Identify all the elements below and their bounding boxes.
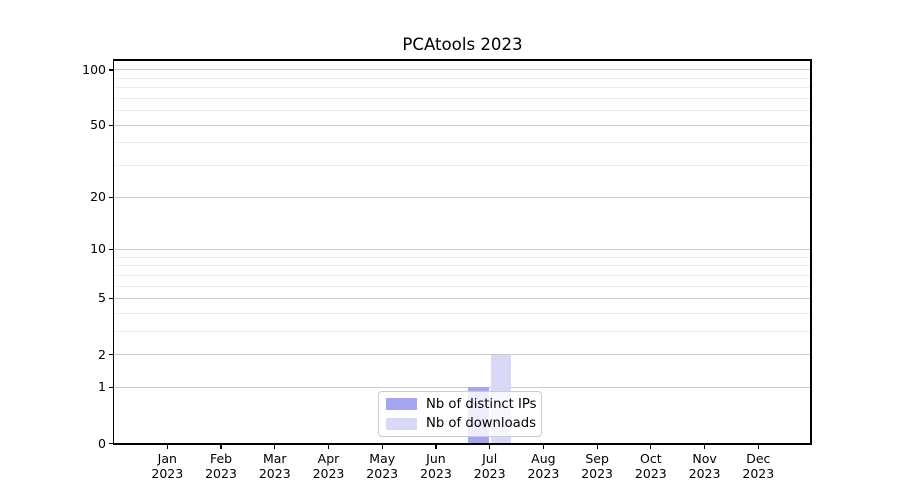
y-tick-mark-100 bbox=[108, 69, 114, 71]
y-tick-label-50: 50 bbox=[90, 117, 106, 133]
x-tick-label-may: May 2023 bbox=[366, 450, 399, 482]
minor-gridline-7 bbox=[114, 274, 811, 276]
minor-gridline-60 bbox=[114, 110, 811, 112]
legend-swatch-distinct-ips bbox=[386, 398, 417, 411]
y-tick-mark-0 bbox=[108, 442, 114, 445]
legend-swatch-downloads bbox=[386, 417, 417, 430]
legend-item-distinct-ips: Nb of distinct IPs bbox=[386, 396, 537, 413]
x-tick-label-nov: Nov 2023 bbox=[688, 450, 721, 482]
x-tick-mark-jan bbox=[166, 444, 168, 450]
legend-label-downloads: Nb of downloads bbox=[426, 416, 536, 432]
x-tick-mark-aug bbox=[542, 444, 544, 450]
x-tick-label-dec: Dec 2023 bbox=[742, 450, 775, 482]
x-tick-label-jul: Jul 2023 bbox=[473, 450, 506, 482]
y-tick-mark-50 bbox=[108, 124, 114, 126]
x-tick-mark-sep bbox=[596, 444, 598, 450]
legend: Nb of distinct IPs Nb of downloads bbox=[378, 391, 542, 437]
major-gridline-1 bbox=[114, 386, 811, 388]
x-tick-label-apr: Apr 2023 bbox=[312, 450, 345, 482]
y-tick-mark-20 bbox=[108, 196, 114, 198]
x-tick-mark-oct bbox=[650, 444, 652, 450]
x-tick-mark-jul bbox=[489, 444, 491, 450]
major-gridline-20 bbox=[114, 196, 811, 198]
y-tick-mark-2 bbox=[108, 353, 114, 356]
x-tick-mark-apr bbox=[327, 444, 330, 450]
x-tick-label-mar: Mar 2023 bbox=[258, 450, 291, 482]
major-gridline-50 bbox=[114, 124, 811, 126]
legend-item-downloads: Nb of downloads bbox=[386, 416, 536, 433]
major-gridline-10 bbox=[114, 248, 811, 250]
x-tick-label-aug: Aug 2023 bbox=[527, 450, 560, 482]
legend-label-distinct-ips: Nb of distinct IPs bbox=[426, 396, 537, 412]
y-tick-label-0: 0 bbox=[98, 435, 106, 451]
y-tick-mark-10 bbox=[108, 248, 114, 251]
x-tick-label-sep: Sep 2023 bbox=[581, 450, 614, 482]
plot-area bbox=[114, 60, 811, 444]
x-tick-mark-may bbox=[381, 444, 383, 450]
x-tick-label-oct: Oct 2023 bbox=[634, 450, 667, 482]
x-tick-mark-nov bbox=[703, 444, 706, 450]
chart-title: PCAtools 2023 bbox=[402, 35, 523, 54]
y-tick-label-10: 10 bbox=[90, 241, 106, 257]
x-tick-label-jun: Jun 2023 bbox=[420, 450, 452, 482]
minor-gridline-3 bbox=[114, 330, 811, 332]
x-tick-mark-mar bbox=[274, 444, 276, 450]
minor-gridline-4 bbox=[114, 312, 811, 314]
major-gridline-5 bbox=[114, 297, 811, 299]
x-tick-mark-feb bbox=[220, 444, 222, 450]
y-tick-label-20: 20 bbox=[90, 189, 106, 205]
y-tick-mark-1 bbox=[108, 386, 114, 388]
minor-gridline-40 bbox=[114, 142, 811, 144]
y-tick-label-1: 1 bbox=[98, 379, 106, 395]
minor-gridline-8 bbox=[114, 265, 811, 267]
minor-gridline-80 bbox=[114, 87, 811, 89]
y-tick-label-5: 5 bbox=[98, 290, 106, 306]
minor-gridline-9 bbox=[114, 256, 811, 258]
y-tick-label-2: 2 bbox=[98, 346, 106, 362]
minor-gridline-6 bbox=[114, 285, 811, 287]
minor-gridline-70 bbox=[114, 98, 811, 100]
x-tick-label-jan: Jan 2023 bbox=[151, 450, 184, 482]
minor-gridline-30 bbox=[114, 165, 811, 167]
major-gridline-2 bbox=[114, 354, 811, 356]
minor-gridline-90 bbox=[114, 77, 811, 79]
x-tick-mark-jun bbox=[435, 444, 437, 450]
x-tick-mark-dec bbox=[757, 444, 759, 450]
x-tick-label-feb: Feb 2023 bbox=[205, 450, 237, 482]
major-gridline-100 bbox=[114, 69, 811, 71]
y-tick-label-100: 100 bbox=[82, 61, 106, 77]
y-tick-mark-5 bbox=[108, 297, 114, 300]
